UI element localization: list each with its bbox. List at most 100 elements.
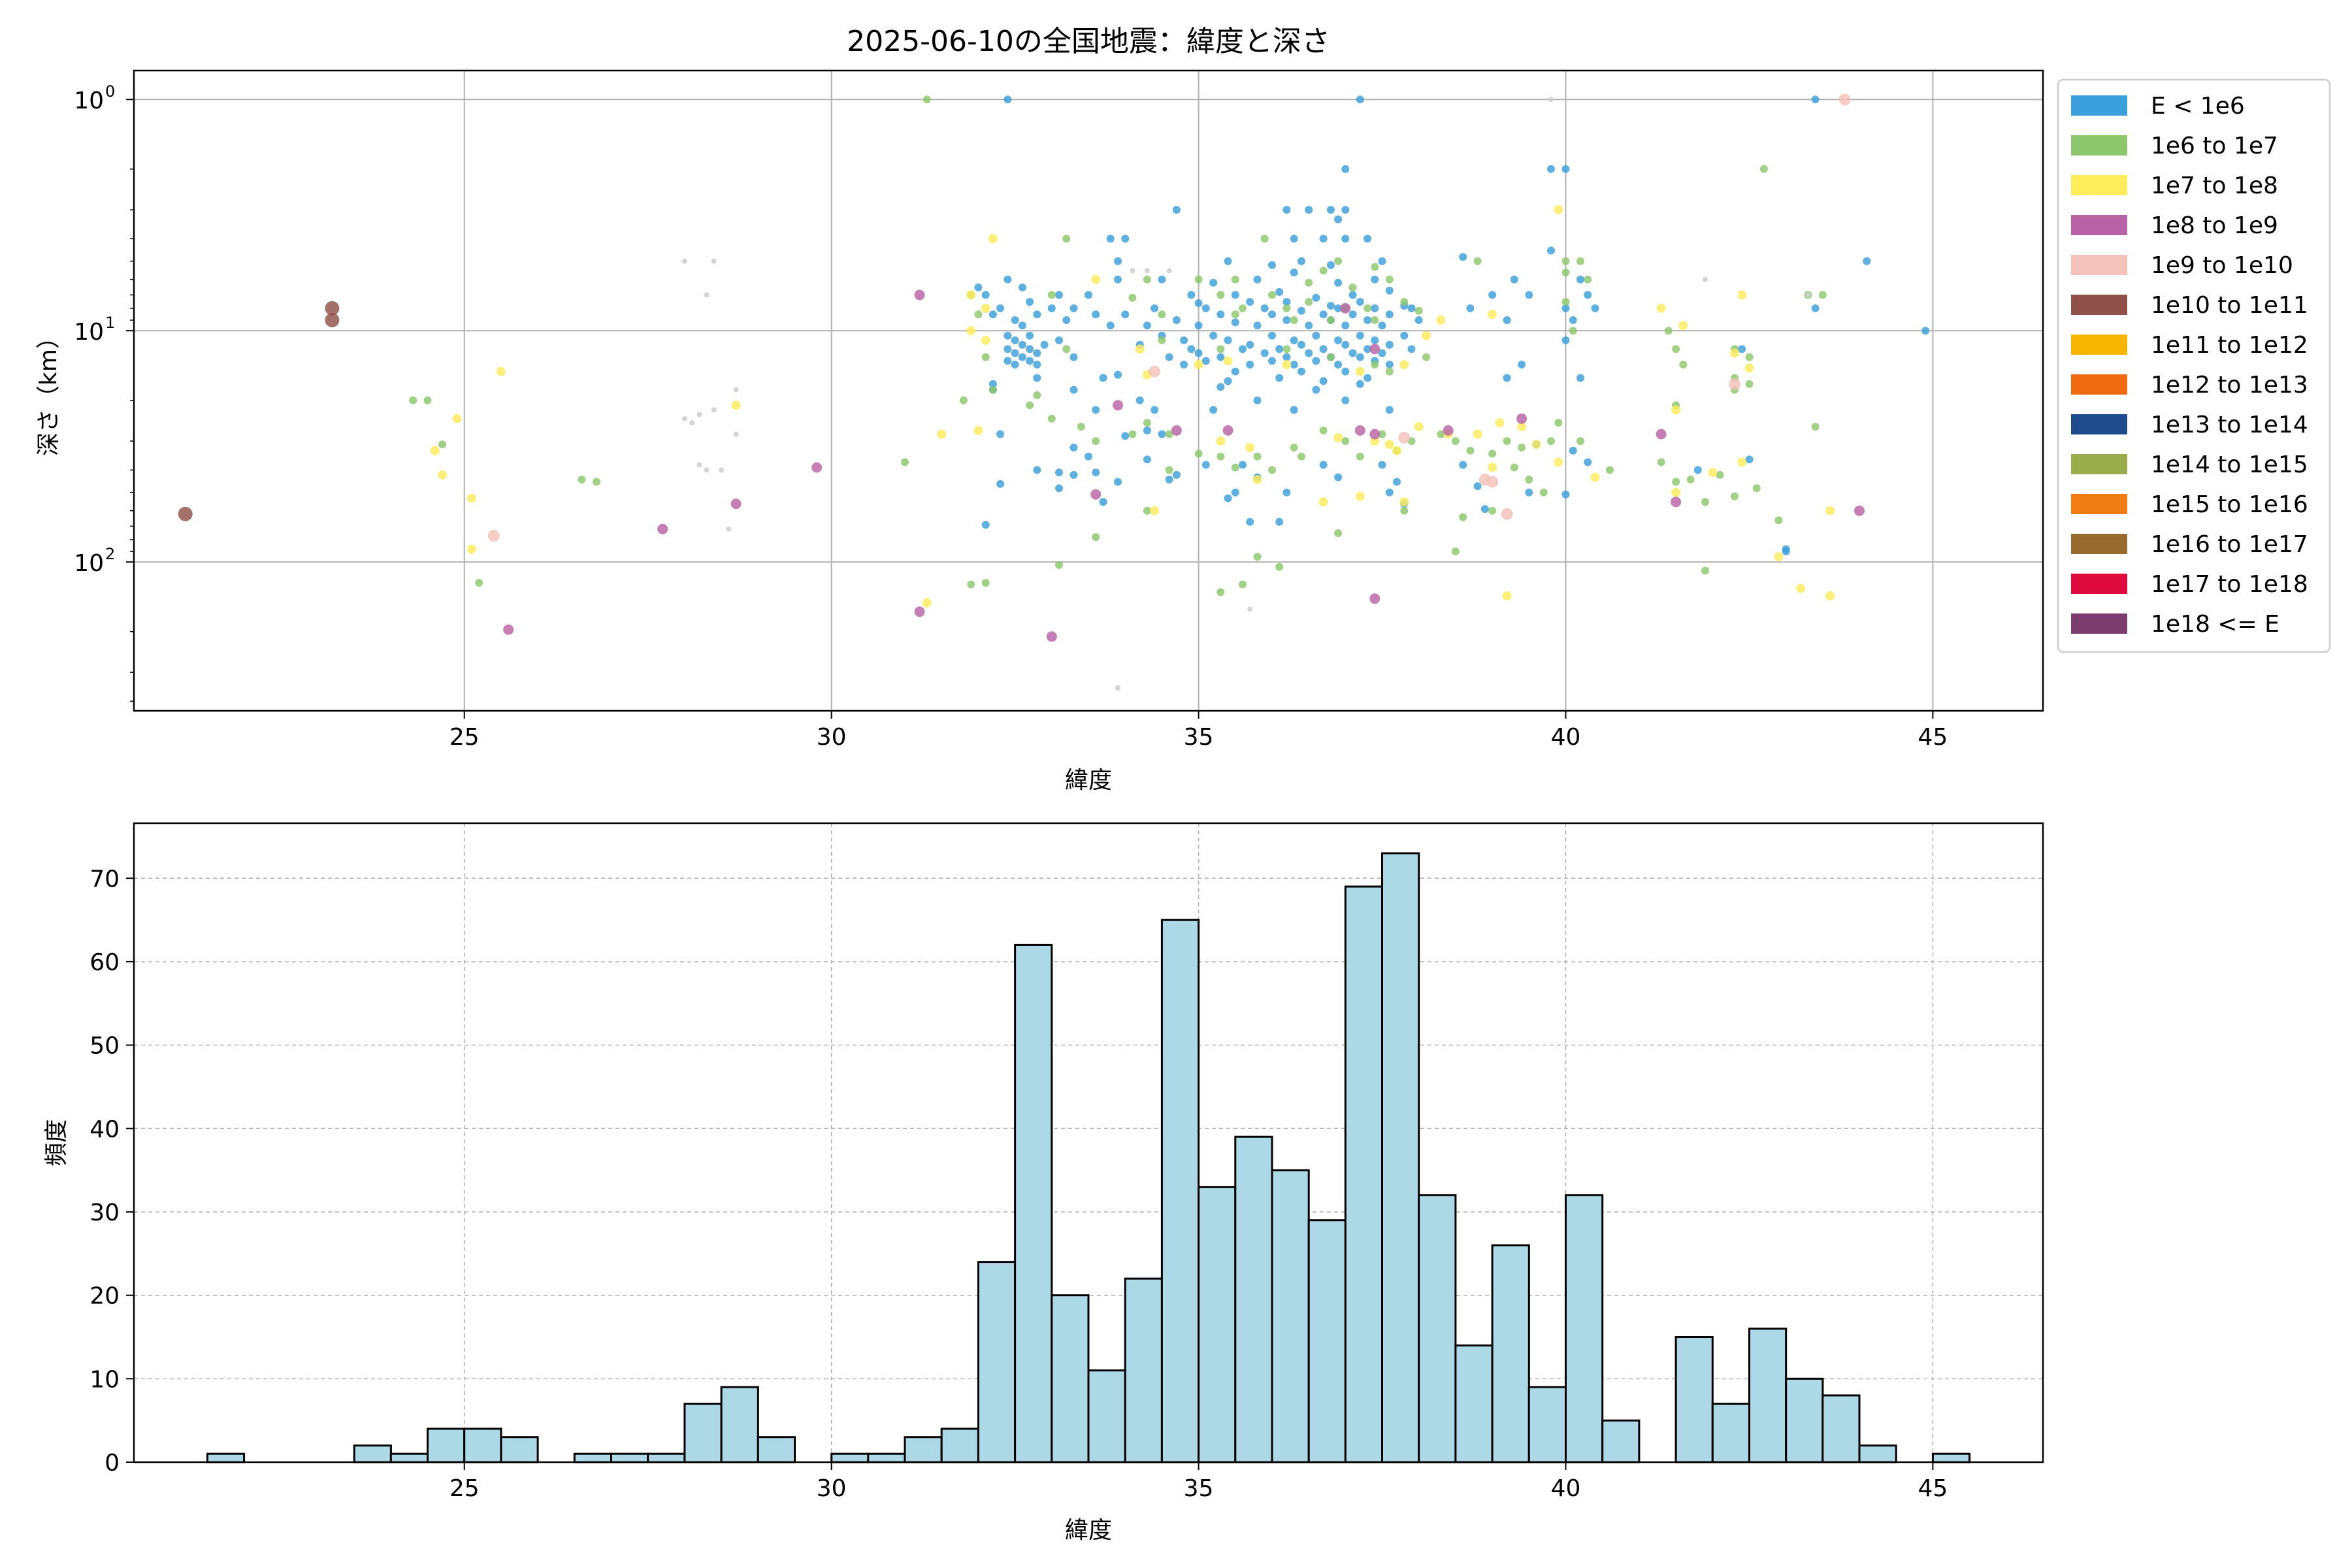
scatter-point xyxy=(438,440,446,449)
scatter-point xyxy=(1525,291,1533,299)
scatter-point xyxy=(1171,425,1182,436)
scatter-point xyxy=(996,304,1005,312)
scatter-point xyxy=(1510,463,1518,472)
scatter-point xyxy=(1121,432,1130,440)
scatter-point xyxy=(1150,506,1160,515)
legend-swatch xyxy=(2071,574,2127,594)
scatter-point xyxy=(1245,443,1255,452)
scatter-point xyxy=(1253,321,1262,330)
scatter-point xyxy=(1591,304,1599,312)
scatter-point xyxy=(1047,414,1056,423)
scatter-point xyxy=(657,523,668,534)
scatter-point xyxy=(1825,591,1835,600)
scatter-point xyxy=(1664,327,1673,335)
scatter-point xyxy=(1590,472,1600,482)
histogram-bar xyxy=(463,1428,502,1463)
scatter-point xyxy=(1356,353,1364,361)
scatter-point xyxy=(1407,345,1416,353)
scatter-point xyxy=(1217,345,1225,353)
scatter-point xyxy=(1400,331,1409,340)
scatter-point xyxy=(1033,391,1041,399)
scatter-point xyxy=(1326,261,1335,269)
scatter-point xyxy=(1114,275,1122,284)
scatter-point xyxy=(1201,304,1210,312)
scatter-point xyxy=(1576,257,1584,265)
histogram-axis-ticks: 25 30 35 40 45 0 10 20 30 40 50 60 70 xyxy=(90,866,1948,1502)
scatter-point xyxy=(1356,452,1364,461)
scatter-point xyxy=(1312,357,1320,365)
scatter-point xyxy=(1576,275,1584,284)
scatter-point xyxy=(1334,473,1343,482)
legend-label: 1e10 to 1e11 xyxy=(2151,292,2308,319)
scatter-point xyxy=(1231,318,1239,327)
scatter-point xyxy=(1437,430,1445,438)
scatter-point xyxy=(1121,310,1130,319)
scatter-point xyxy=(981,353,990,361)
scatter-point xyxy=(1297,452,1305,461)
legend-swatch xyxy=(2071,374,2127,395)
scatter-point xyxy=(1737,290,1747,300)
scatter-point xyxy=(1062,316,1071,324)
scatter-point xyxy=(1510,275,1518,284)
figure-title: 2025-06-10の全国地震：緯度と深さ xyxy=(847,25,1330,58)
scatter-point xyxy=(959,396,968,404)
scatter-point xyxy=(1703,276,1708,282)
scatter-point xyxy=(1701,566,1709,575)
scatter-point xyxy=(438,470,447,480)
scatter-point xyxy=(1473,429,1482,439)
histogram-bar xyxy=(1271,1169,1310,1463)
scatter-point xyxy=(937,429,947,439)
scatter-point xyxy=(681,258,687,264)
scatter-point xyxy=(1290,361,1298,368)
scatter-point xyxy=(1158,430,1166,438)
scatter-point xyxy=(1194,321,1203,330)
scatter-point xyxy=(1422,331,1431,340)
scatter-plot-frame xyxy=(133,69,2044,712)
legend-swatch xyxy=(2071,95,2127,116)
histogram-bar xyxy=(1674,1336,1714,1463)
scatter-point xyxy=(1518,361,1526,368)
scatter-point xyxy=(1371,275,1379,284)
histogram-bar xyxy=(500,1436,539,1463)
scatter-y-tick-label: 10 xyxy=(74,319,104,346)
histogram-bar xyxy=(1748,1328,1788,1463)
scatter-point xyxy=(1561,269,1570,277)
scatter-point xyxy=(1149,365,1161,378)
scatter-point xyxy=(1033,310,1041,319)
histogram-bar xyxy=(353,1445,392,1463)
histogram-bars xyxy=(206,852,1971,1463)
scatter-point xyxy=(1033,374,1041,382)
scatter-point xyxy=(1340,302,1351,314)
scatter-point xyxy=(1486,476,1499,488)
scatter-point xyxy=(1297,367,1305,376)
scatter-x-tick-label: 45 xyxy=(1918,724,1948,751)
scatter-point xyxy=(1576,437,1584,446)
scatter-point xyxy=(1364,345,1372,353)
scatter-point xyxy=(1341,367,1350,376)
scatter-x-tick-label: 30 xyxy=(817,724,847,751)
scatter-point xyxy=(1231,463,1239,472)
scatter-point xyxy=(1275,374,1284,382)
legend-label: E < 1e6 xyxy=(2151,93,2245,120)
scatter-point xyxy=(1018,353,1026,361)
scatter-point xyxy=(1092,468,1100,477)
scatter-point xyxy=(719,467,725,473)
scatter-point xyxy=(467,544,476,554)
scatter-point xyxy=(1223,356,1233,366)
scatter-point xyxy=(1326,353,1335,361)
scatter-point xyxy=(966,290,976,300)
scatter-point xyxy=(1451,437,1460,446)
scatter-point xyxy=(1805,292,1811,298)
scatter-point xyxy=(973,425,983,435)
histogram-bar xyxy=(830,1452,870,1463)
scatter-x-tick-label: 35 xyxy=(1184,724,1214,751)
scatter-point xyxy=(1371,316,1379,324)
scatter-point xyxy=(1282,316,1291,324)
scatter-point xyxy=(1143,419,1151,427)
scatter-point xyxy=(1165,466,1173,474)
scatter-point xyxy=(1305,298,1313,306)
legend-swatch xyxy=(2071,215,2127,235)
scatter-point xyxy=(1569,316,1577,324)
scatter-point xyxy=(1671,487,1681,497)
scatter-point xyxy=(996,480,1005,488)
